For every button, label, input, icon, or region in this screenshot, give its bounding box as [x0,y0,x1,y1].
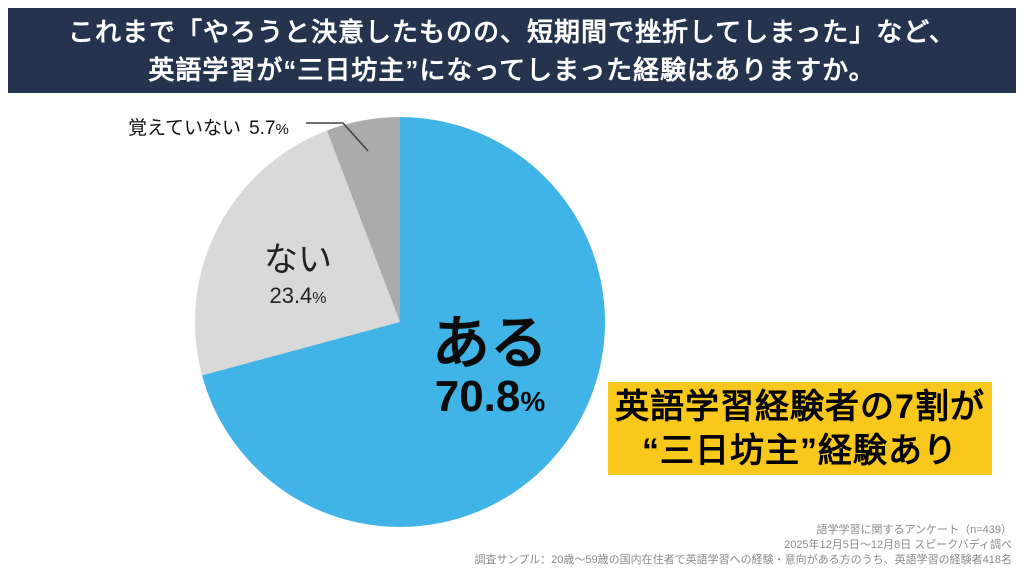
slice-label: 覚えていない [128,118,242,139]
footer-line3: 調査サンプル：20歳〜59歳の国内在住者で英語学習への経験・意向がある方のうち、… [474,554,1013,566]
callout-line1: 英語学習経験者の7割が [615,387,985,426]
header-banner: これまで「やろうと決意したものの、短期間で挫折してしまった」など、 英語学習が“… [8,8,1016,93]
pie-slice-value-aru: 70.8% [398,372,582,422]
value-unit: % [520,386,546,417]
footer-line2: 2025年12月5日〜12月8日 スピークバディ調べ [784,539,1012,551]
value-number: 23.4 [269,283,313,308]
value-number: 5.7 [249,118,276,139]
value-number: 70.8 [434,372,521,421]
header-title-line2: 英語学習が“三日坊主”になってしまった経験はありますか。 [148,54,876,85]
callout-box: 英語学習経験者の7割が “三日坊主”経験あり [608,382,992,475]
pie-slice-label-not-remember: 覚えていない 5.7% [128,113,289,140]
footer-line1: 語学学習に関するアンケート（n=439） [816,524,1012,536]
footer-note: 語学学習に関するアンケート（n=439） 2025年12月5日〜12月8日 スピ… [475,523,1013,568]
pie [195,117,605,527]
pie-slice-value-nai: 23.4% [238,283,358,309]
pie-slice-label-nai: ない [264,241,332,279]
pie-slice-label-aru: ある [431,311,548,376]
value-unit: % [275,121,289,138]
callout-line2: “三日坊主”経験あり [642,431,958,470]
value-unit: % [312,290,327,307]
header-title-line1: これまで「やろうと決意したものの、短期間で挫折してしまった」など、 [68,16,956,47]
